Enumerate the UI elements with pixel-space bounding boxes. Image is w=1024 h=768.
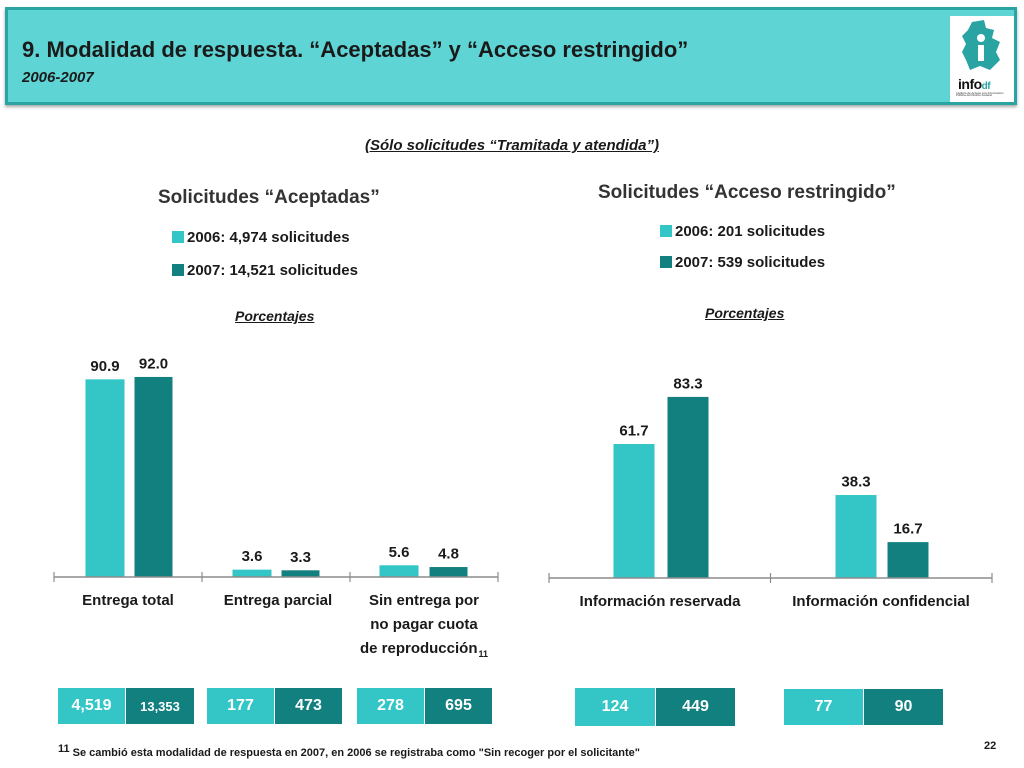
count-box-entrega-total-2006: 4,519 — [58, 688, 125, 724]
category-label-informacion-reservada: Información reservada — [579, 593, 741, 610]
count-box-entrega-parcial-2007: 473 — [275, 688, 342, 724]
logo-fine-print: Instituto de Acceso a la Información Púb… — [956, 92, 1004, 97]
legend-swatch-2006 — [660, 225, 672, 237]
right-legend-2007: 2007: 539 solicitudes — [660, 254, 825, 271]
right-pct-label: Porcentajes — [705, 305, 785, 321]
slide-title: 9. Modalidad de respuesta. “Aceptadas” y… — [22, 37, 689, 62]
bar-informacion-confidencial-2006 — [834, 494, 878, 579]
bar-informacion-confidencial-2007 — [886, 541, 930, 579]
category-label-entrega-total: Entrega total — [82, 592, 174, 609]
infodf-logo: infodf Instituto de Acceso a la Informac… — [950, 16, 1014, 102]
page-number: 22 — [984, 740, 997, 752]
data-label-informacion-confidencial-2006: 38.3 — [841, 474, 870, 491]
category-label-sin-entrega: Sin entrega por no pagar cuota de reprod… — [359, 592, 489, 659]
count-box-confidencial-2006: 77 — [784, 689, 863, 725]
data-label-sin-entrega-por-no-pagar-cuota-de-reproduccion-2007: 4.8 — [438, 546, 459, 563]
data-label-informacion-confidencial-2007: 16.7 — [893, 521, 922, 538]
legend-swatch-2006 — [172, 231, 184, 243]
slide-subtitle: 2006-2007 — [22, 69, 94, 86]
df-map-icon — [962, 20, 1000, 70]
left-legend-2006: 2006: 4,974 solicitudes — [172, 229, 350, 246]
data-label-entrega-parcial-2007: 3.3 — [290, 549, 311, 566]
slide-header: 9. Modalidad de respuesta. “Aceptadas” y… — [5, 7, 1017, 105]
data-label-entrega-total-2006: 90.9 — [90, 358, 119, 375]
data-label-entrega-parcial-2006: 3.6 — [242, 548, 263, 565]
bar-informacion-reservada-2007 — [666, 395, 710, 579]
legend-swatch-2007 — [660, 256, 672, 268]
right-chart-title: Solicitudes “Acceso restringido” — [598, 182, 896, 203]
category-label-informacion-confidencial: Información confidencial — [792, 593, 970, 610]
legend-swatch-2007 — [172, 264, 184, 276]
count-box-sin-entrega-2007: 695 — [425, 688, 492, 724]
left-pct-label: Porcentajes — [235, 308, 315, 324]
filter-note: (Sólo solicitudes “Tramitada y atendida”… — [365, 137, 659, 154]
data-label-informacion-reservada-2007: 83.3 — [673, 375, 702, 392]
logo-wordmark: infodf — [958, 76, 991, 92]
left-legend-2007: 2007: 14,521 solicitudes — [172, 262, 358, 279]
count-box-confidencial-2007: 90 — [864, 689, 943, 725]
data-label-sin-entrega-por-no-pagar-cuota-de-reproduccion-2006: 5.6 — [389, 544, 410, 561]
category-label-entrega-parcial: Entrega parcial — [223, 592, 333, 609]
count-box-reservada-2007: 449 — [656, 688, 735, 726]
footnote: 11 Se cambió esta modalidad de respuesta … — [58, 743, 641, 759]
right-legend-2006: 2006: 201 solicitudes — [660, 223, 825, 240]
left-chart-title: Solicitudes “Aceptadas” — [158, 187, 380, 208]
count-box-sin-entrega-2006: 278 — [357, 688, 424, 724]
bar-informacion-reservada-2006 — [612, 442, 656, 579]
count-box-entrega-parcial-2006: 177 — [207, 688, 274, 724]
data-label-entrega-total-2007: 92.0 — [139, 355, 168, 372]
bar-entrega-total-2007 — [133, 375, 174, 578]
bar-entrega-total-2006 — [84, 378, 126, 578]
data-label-informacion-reservada-2006: 61.7 — [619, 422, 648, 439]
count-box-entrega-total-2007: 13,353 — [126, 688, 194, 724]
count-box-reservada-2006: 124 — [575, 688, 655, 726]
